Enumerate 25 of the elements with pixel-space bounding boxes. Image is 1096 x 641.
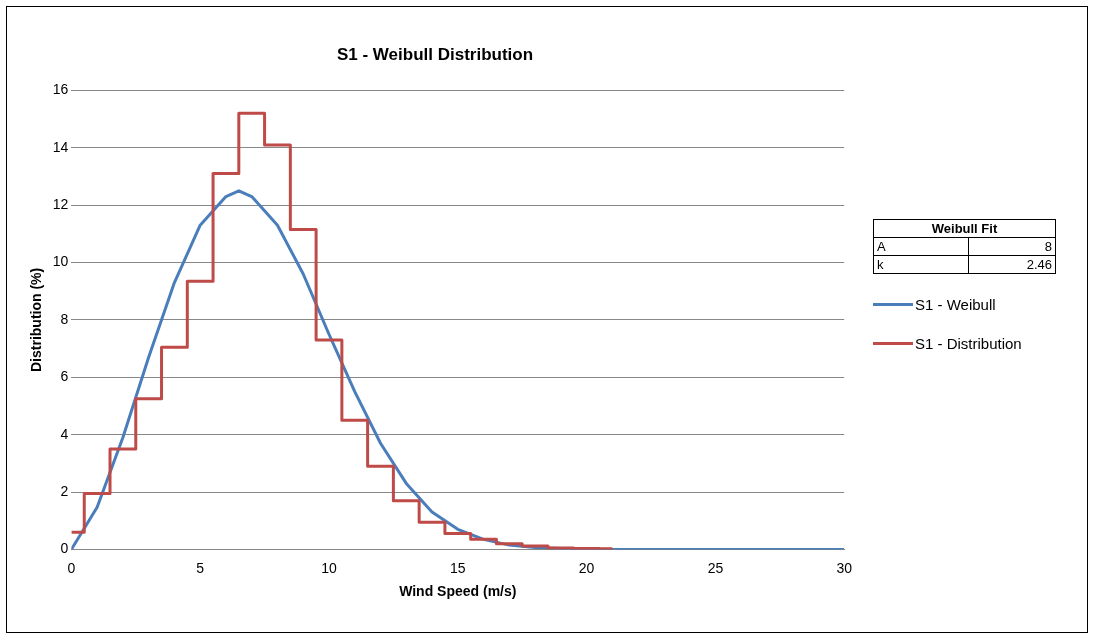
y-tick-label: 12 — [52, 196, 69, 213]
y-axis-title: Distribution (%) — [28, 267, 45, 373]
legend-label: S1 - Distribution — [915, 335, 1022, 352]
y-tick-label: 14 — [52, 138, 69, 155]
y-tick-label: 2 — [60, 482, 69, 499]
x-tick-label: 30 — [836, 559, 853, 576]
y-tick-label: 8 — [60, 310, 69, 327]
chart-title: S1 - Weibull Distribution — [336, 44, 534, 64]
y-tick-label: 4 — [60, 425, 69, 442]
x-tick-label: 25 — [707, 559, 724, 576]
y-tick-label: 6 — [60, 368, 69, 385]
x-tick-label: 10 — [321, 559, 337, 576]
text: A — [873, 237, 969, 256]
y-tick-label: 16 — [52, 81, 69, 98]
text: Weibull Fit — [873, 219, 1056, 238]
text: 8 — [968, 237, 1056, 256]
x-tick-label: 5 — [196, 559, 205, 576]
x-tick-label: 15 — [450, 559, 466, 576]
x-tick-label: 20 — [578, 559, 595, 576]
y-tick-label: 0 — [60, 540, 69, 557]
text: k — [873, 255, 969, 274]
y-tick-label: 10 — [52, 253, 69, 270]
text: 2.46 — [968, 255, 1056, 274]
x-axis-title: Wind Speed (m/s) — [399, 583, 517, 600]
legend-label: S1 - Weibull — [915, 296, 996, 313]
